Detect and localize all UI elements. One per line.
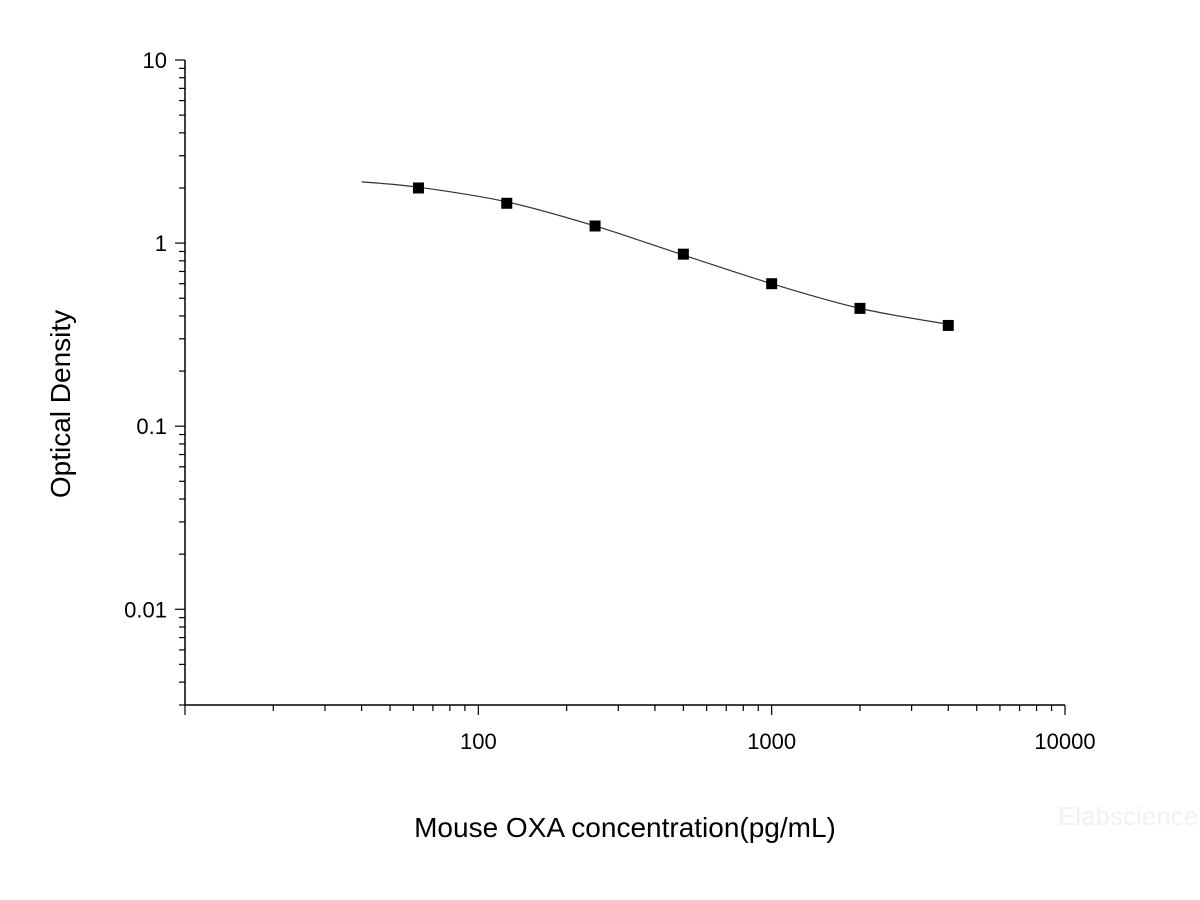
x-tick-label: 10000 <box>1034 729 1095 754</box>
y-tick-label: 0.1 <box>136 414 167 439</box>
data-point <box>589 220 601 232</box>
data-point <box>677 248 689 260</box>
data-point <box>854 302 866 314</box>
fit-curve <box>361 181 949 325</box>
fit-curve-layer <box>361 181 949 325</box>
x-axis-title: Mouse OXA concentration(pg/mL) <box>414 812 836 843</box>
y-tick-label: 10 <box>143 48 167 73</box>
x-tick-label: 1000 <box>747 729 796 754</box>
y-axis: 10 1 0.1 0.01 <box>124 48 186 706</box>
data-point <box>501 197 513 209</box>
watermark-logo: Elabscience <box>1058 801 1198 831</box>
data-point <box>412 182 424 194</box>
y-axis-title: Optical Density <box>45 310 76 498</box>
data-points-layer <box>412 182 954 331</box>
y-tick-label: 0.01 <box>124 597 167 622</box>
x-tick-label: 100 <box>460 729 497 754</box>
data-point <box>766 278 778 290</box>
x-axis: 100 1000 10000 <box>184 704 1096 754</box>
y-tick-label: 1 <box>155 231 167 256</box>
data-point <box>942 319 954 331</box>
